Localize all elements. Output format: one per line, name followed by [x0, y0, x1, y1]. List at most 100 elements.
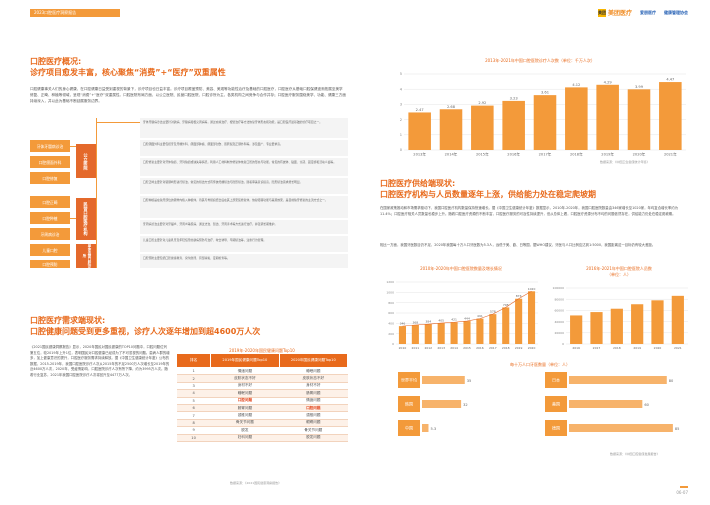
country-label: 中国 [405, 425, 413, 431]
table-cell: 8 [176, 419, 211, 428]
x-tick-label: 2012 [424, 346, 432, 350]
bar [671, 295, 684, 344]
diagram-mid-box-clinic: 单体连锁口腔诊所 [76, 244, 96, 268]
table-cell: 颈椎问题 [210, 411, 280, 420]
data-label: 368 [412, 320, 418, 324]
table-header-rank: 排名 [175, 353, 212, 368]
data-label: 4.47 [666, 78, 674, 82]
diagram-note-5: 口腔种植是在缺牙部位的颌骨内植入种植体，待其与骨组织结合后在其上部安装修复体，恢… [140, 196, 348, 218]
health-issues-table: 排名 2019年国民健康问题Top10 2020年国民健康问题Top10 1 情绪… [175, 353, 349, 442]
bar [408, 112, 431, 150]
data-label: 60 [644, 403, 649, 407]
data-label: 5.3 [430, 427, 436, 431]
table-cell: 眼睛问题 [279, 419, 348, 428]
table-cell: 7 [176, 411, 211, 420]
table-cell: 身材不好 [210, 382, 280, 391]
country-label: 世界平均 [401, 377, 417, 383]
y-tick-label: 4 [400, 87, 403, 91]
demand-title-line2: 口腔健康问题受到更多重视，诊疗人次逐年增加到超4600万人次 [30, 327, 261, 336]
staff-bar-chart: 0 20000 40000 60000 80000 100000 2016 2017 2018 2… [553, 286, 688, 350]
x-tick-label: 2017年 [539, 152, 552, 157]
table-cell: 骨关节问题 [279, 426, 348, 435]
country-label: 美国 [552, 401, 560, 407]
country-flag-icon [398, 372, 420, 388]
report-tag: 2023口腔医疗洞察报告 [30, 9, 120, 17]
bar [651, 300, 664, 344]
meituan-medical-logo: 美团 美团医疗 [597, 8, 632, 17]
data-label: 444 [464, 317, 470, 321]
meituan-medical-text: 美团医疗 [607, 10, 632, 17]
table-row: 1 情绪问题 睡眠问题 [176, 367, 348, 376]
x-tick-label: 2017 [489, 346, 497, 350]
demand-title: 口腔医疗需求端现状: 口腔健康问题受到更多重视，诊疗人次逐年增加到超4600万人… [30, 315, 350, 337]
diagram-left-box-3: 口腔修复 [30, 172, 70, 184]
bar [411, 324, 419, 344]
country-flag-icon [545, 420, 567, 436]
x-tick-label: 2018年 [570, 152, 583, 157]
bar [569, 424, 673, 432]
data-label: 578 [490, 310, 496, 314]
y-tick-label: 400 [388, 322, 394, 326]
country-flag-icon [545, 396, 567, 412]
partner-logo-b: 爱朋医疗 [640, 9, 656, 15]
bar [476, 318, 484, 344]
connector-line [96, 122, 140, 123]
x-tick-label: 2017 [593, 346, 601, 350]
hospital-chart-title: 2010年-2020年中国口腔医院数量及增长情况 [420, 266, 502, 271]
y-tick-label: 0 [392, 342, 394, 346]
diagram-left-box-8: 口腔预防 [30, 260, 70, 268]
diagram-mid-box-private: 民营口腔医疗机构 [76, 198, 96, 240]
bar [627, 89, 651, 150]
table-cell: 睡眠问题 [210, 389, 280, 398]
table-cell: 3 [176, 382, 211, 391]
x-tick-label: 2016年 [507, 152, 520, 157]
country-flag-icon [398, 396, 420, 412]
diagram-mid-box-public: 公立医院 [76, 144, 96, 178]
data-label: 2.47 [416, 108, 424, 112]
dentist-chart-source: 数据来源：《中国口腔健康发展报告》 [610, 452, 660, 456]
table-cell: 情绪问题 [210, 367, 280, 376]
x-tick-label: 2020 [528, 346, 536, 350]
table-cell: 肠胃问题 [279, 389, 348, 398]
table-row: 7 颈椎问题 颈椎问题 [176, 411, 348, 420]
x-tick-label: 2016 [572, 346, 580, 350]
table-row: 10 妇科问题 脱发问题 [176, 434, 348, 442]
data-label: 421 [451, 318, 457, 322]
y-tick-label: 80000 [554, 297, 564, 301]
overview-title: 口腔医疗概况: 诊疗项目愈发丰富，核心聚焦“消费”+“医疗”双重属性 [30, 56, 350, 78]
x-tick-label: 2019 [515, 346, 523, 350]
table-row: 8 骨关节问题 眼睛问题 [176, 419, 348, 428]
table-source: 数据来源：《2021国民健康洞察报告》 [230, 481, 282, 485]
footer-divider [680, 486, 688, 488]
bar [533, 95, 557, 150]
y-tick-label: 200 [388, 332, 394, 336]
staff-chart-unit: （单位：人） [607, 272, 631, 277]
table-cell: 6 [176, 404, 211, 413]
bar [610, 308, 623, 344]
y-tick-label: 1000 [386, 291, 394, 295]
x-tick-label: 2015年 [476, 152, 489, 157]
table-cell: 睡眠问题 [279, 367, 348, 376]
overview-title-line1: 口腔医疗概况: [30, 57, 82, 66]
connector-line [96, 118, 97, 268]
visits-chart-source: 数据来源：《中国卫生健康统计年鉴》 [600, 160, 650, 164]
bar [489, 314, 497, 344]
y-tick-label: 40000 [554, 320, 564, 324]
y-tick-label: 100000 [553, 286, 565, 290]
partner-logo-c: 健康管理协会 [664, 9, 688, 15]
y-tick-label: 5 [400, 72, 402, 76]
table-cell: 骨关节问题 [210, 419, 280, 428]
x-tick-label: 2013 [437, 346, 445, 350]
diagram-note-7: 儿童口腔主要针对儿童乳牙及年轻恒牙的龋病预防与治疗、咬合诱导、早期矫治等，注重行… [140, 236, 348, 252]
bar [437, 323, 445, 344]
data-label: 3.99 [635, 85, 644, 89]
table-row: 2 皮肤状态不好 皮肤状态不好 [176, 374, 348, 383]
x-tick-label: 2013年 [413, 152, 426, 157]
staff-chart-title: 2016年-2021年中国口腔医院人员数 （单位：人） [548, 266, 690, 278]
supply-paragraph-2: 相比一方面，我国牙医数目仍不足，2020年我国每十万人口牙医数为5.3人，远低于… [380, 243, 656, 247]
x-tick-label: 2014年 [445, 152, 458, 157]
supply-title: 口腔医疗供给端现状: 口腔医疗机构与人员数量逐年上涨，供给能力处在稳定爬坡期 [380, 178, 690, 200]
table-cell-highlight: 口腔问题 [210, 397, 280, 405]
bar [439, 109, 463, 150]
bar [502, 307, 510, 344]
